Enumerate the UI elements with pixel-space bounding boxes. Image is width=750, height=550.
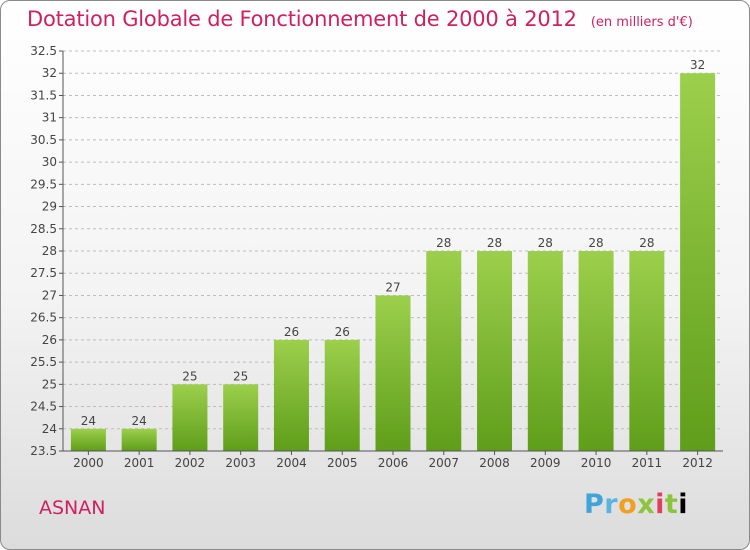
y-tick-label: 29.5 <box>30 177 57 191</box>
x-tick-label: 2009 <box>530 456 561 470</box>
bar <box>629 251 665 451</box>
y-tick-label: 25.5 <box>30 355 57 369</box>
data-label: 27 <box>385 280 400 294</box>
y-tick-label: 30 <box>42 155 57 169</box>
x-tick-label: 2002 <box>175 456 206 470</box>
chart-subtitle: (en milliers d'€) <box>590 15 693 30</box>
y-tick-label: 30.5 <box>30 133 57 147</box>
data-label: 24 <box>132 414 147 428</box>
x-tick-label: 2011 <box>632 456 663 470</box>
proxiti-logo: Proxiti <box>584 489 689 520</box>
data-label: 28 <box>436 236 451 250</box>
data-label: 28 <box>487 236 502 250</box>
y-tick-label: 28.5 <box>30 222 57 236</box>
data-label: 28 <box>538 236 553 250</box>
bar <box>70 428 106 451</box>
y-tick-label: 26 <box>42 333 57 347</box>
location-name: ASNAN <box>39 497 106 519</box>
y-tick-label: 31.5 <box>30 88 57 102</box>
x-tick-label: 2010 <box>581 456 612 470</box>
bar <box>578 251 614 451</box>
y-tick-label: 28 <box>42 244 57 258</box>
data-label: 24 <box>81 414 96 428</box>
x-tick-label: 2008 <box>479 456 510 470</box>
data-label: 26 <box>284 325 299 339</box>
axes <box>59 50 723 455</box>
bar <box>121 428 157 451</box>
y-tick-label: 32.5 <box>30 44 57 58</box>
y-tick-label: 27 <box>42 288 57 302</box>
x-tick-label: 2001 <box>124 456 155 470</box>
y-tick-label: 25 <box>42 377 57 391</box>
x-tick-label: 2000 <box>73 456 104 470</box>
y-tick-label: 31 <box>42 111 57 125</box>
y-tick-label: 24 <box>42 422 57 436</box>
x-tick-label: 2003 <box>225 456 256 470</box>
bars <box>70 73 716 451</box>
bar <box>680 73 716 451</box>
bar <box>324 339 360 451</box>
data-label: 25 <box>182 369 197 383</box>
x-tick-label: 2006 <box>378 456 409 470</box>
y-tick-label: 23.5 <box>30 444 57 458</box>
title-row: Dotation Globale de Fonctionnement de 20… <box>27 7 693 31</box>
x-tick-label: 2005 <box>327 456 358 470</box>
chart-title: Dotation Globale de Fonctionnement de 20… <box>27 7 577 31</box>
bar <box>172 384 208 451</box>
data-label: 32 <box>690 58 705 72</box>
x-tick-label: 2004 <box>276 456 307 470</box>
bar <box>477 251 513 451</box>
bar <box>375 295 411 451</box>
bar <box>527 251 563 451</box>
x-tick-label: 2012 <box>682 456 713 470</box>
data-label: 28 <box>588 236 603 250</box>
y-tick-label: 24.5 <box>30 400 57 414</box>
bar <box>273 339 309 451</box>
data-label: 28 <box>639 236 654 250</box>
bar <box>223 384 259 451</box>
y-tick-label: 27.5 <box>30 266 57 280</box>
tick-labels: 23.5 24 24.5 25 25.5 26 26.5 27 27.5 28 28.5 29 29.5… <box>30 44 713 470</box>
data-label: 25 <box>233 369 248 383</box>
data-label: 26 <box>335 325 350 339</box>
y-tick-label: 26.5 <box>30 311 57 325</box>
y-tick-label: 29 <box>42 200 57 214</box>
bar <box>426 251 462 451</box>
y-tick-label: 32 <box>42 66 57 80</box>
x-tick-label: 2007 <box>428 456 459 470</box>
